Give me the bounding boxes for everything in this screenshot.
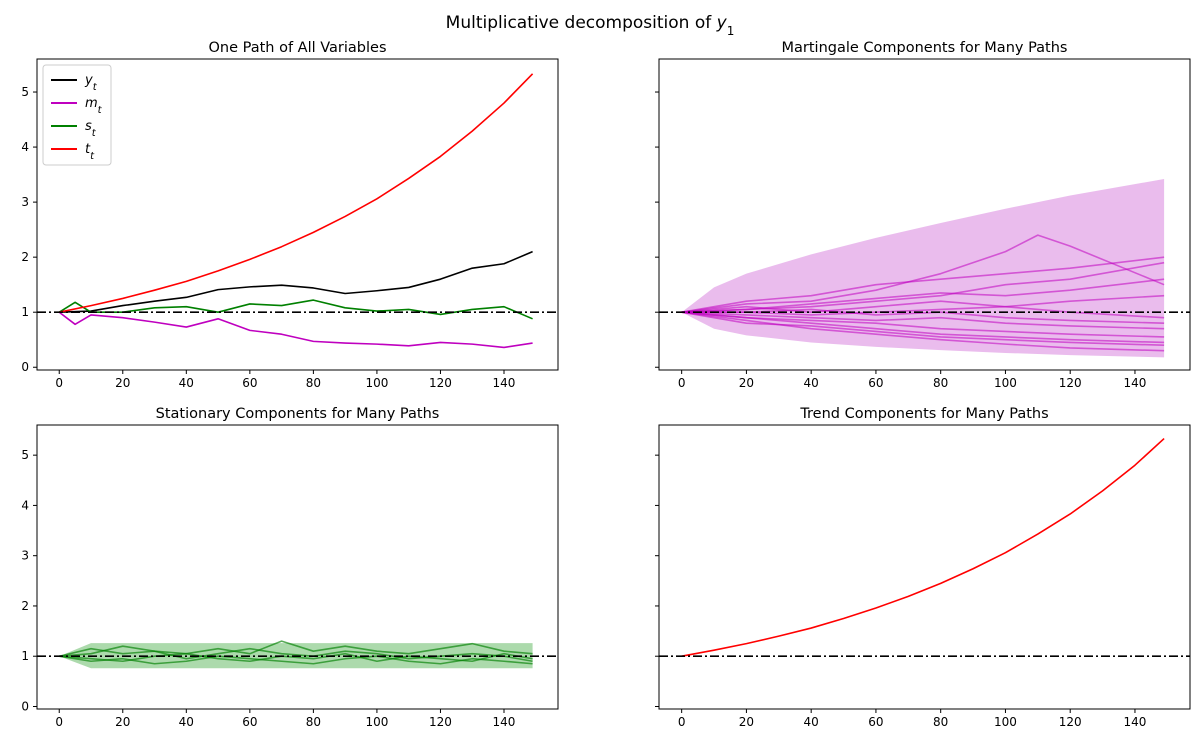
x-tick-label: 0 [55, 376, 63, 390]
x-tick-label: 40 [804, 376, 819, 390]
x-tick-label: 100 [994, 715, 1017, 729]
suptitle-var: y [716, 13, 728, 33]
plot-area [37, 640, 558, 669]
series-line-path-8 [681, 300, 1165, 319]
y-tick-label: 2 [21, 599, 29, 613]
x-tick-label: 20 [739, 715, 754, 729]
series-line-trend [681, 437, 1165, 658]
x-tick-label: 20 [115, 376, 130, 390]
x-tick-label: 100 [994, 376, 1017, 390]
y-tick-label: 0 [21, 360, 29, 374]
series-line-path-4 [59, 655, 533, 665]
x-tick-label: 120 [429, 376, 452, 390]
x-tick-label: 80 [306, 376, 321, 390]
plot-area [659, 437, 1190, 658]
plot-area [37, 73, 558, 349]
x-tick-label: 80 [933, 715, 948, 729]
series-line-y_t [59, 250, 533, 313]
y-tick-label: 0 [21, 699, 29, 713]
y-tick-label: 1 [21, 305, 29, 319]
x-tick-label: 120 [1059, 715, 1082, 729]
series-line-m_t [58, 311, 533, 349]
suptitle-sub: 1 [727, 24, 735, 38]
series-line-path-2 [681, 234, 1165, 313]
x-tick-label: 40 [179, 376, 194, 390]
y-tick-label: 4 [21, 140, 29, 154]
suptitle-prefix: Multiplicative decomposition of [446, 13, 717, 33]
panel-title: Martingale Components for Many Paths [782, 40, 1068, 56]
series-line-s_t [58, 299, 533, 320]
x-tick-label: 60 [242, 376, 257, 390]
y-tick-label: 3 [21, 195, 29, 209]
x-tick-label: 140 [493, 376, 516, 390]
x-tick-label: 140 [493, 715, 516, 729]
x-tick-label: 80 [306, 715, 321, 729]
plot-area [659, 179, 1190, 358]
y-tick-label: 5 [21, 448, 29, 462]
x-tick-label: 0 [678, 715, 686, 729]
series-line-path-1 [59, 647, 533, 663]
series-line-path-5 [681, 311, 1165, 352]
panel-trend: 0 20 40 60 80 100 120 140 Trend Components for M… [655, 406, 1191, 729]
axes-frame [658, 424, 1191, 710]
x-tick-label: 60 [242, 715, 257, 729]
suptitle: Multiplicative decomposition of y1 [446, 13, 735, 38]
y-tick-label: 3 [21, 549, 29, 563]
x-tick-label: 100 [365, 715, 388, 729]
x-tick-label: 140 [1124, 715, 1147, 729]
panel-martingale: 0 20 40 60 80 100 120 140 Martingale Components … [655, 40, 1191, 390]
x-tick-label: 100 [365, 376, 388, 390]
x-tick-label: 80 [933, 376, 948, 390]
x-tick-label: 60 [868, 715, 883, 729]
axes-frame [36, 58, 559, 371]
legend-label-t: tt [85, 142, 95, 162]
legend-label-s: st [85, 119, 97, 139]
series-line-path-7 [681, 311, 1165, 330]
y-tick-label: 2 [21, 250, 29, 264]
x-tick-label: 20 [115, 715, 130, 729]
legend-label-m: mt [85, 96, 103, 116]
panel-title: Stationary Components for Many Paths [156, 406, 440, 422]
panel-title: Trend Components for Many Paths [799, 406, 1048, 422]
confidence-band [681, 179, 1165, 358]
y-tick-label: 5 [21, 85, 29, 99]
x-tick-label: 120 [429, 715, 452, 729]
series-line-path-10 [681, 278, 1165, 313]
panel-one-path: 0 20 40 60 80 100 120 140 0 1 2 3 4 5 One Path of All … [21, 40, 559, 390]
legend-box [42, 64, 112, 166]
series-line-path-11 [681, 311, 1165, 338]
series-line-path-9 [681, 311, 1165, 347]
panel-stationary: 0 20 40 60 80 100 120 140 0 1 2 3 4 5 Stationary Compo… [21, 406, 559, 729]
y-tick-label: 4 [21, 498, 29, 512]
series-line-t_t [59, 73, 534, 313]
series-line-path-6 [681, 256, 1165, 313]
series-line-path-3 [59, 640, 533, 658]
x-tick-label: 40 [179, 715, 194, 729]
legend-label-y: yt [84, 73, 98, 93]
panel-title: One Path of All Variables [208, 40, 386, 56]
legend: yt mt st tt [42, 64, 112, 166]
x-tick-label: 20 [739, 376, 754, 390]
series-line-path-2 [59, 652, 533, 663]
x-tick-label: 120 [1059, 376, 1082, 390]
x-tick-label: 140 [1124, 376, 1147, 390]
x-tick-label: 60 [868, 376, 883, 390]
axes-frame [658, 58, 1191, 371]
axes-frame [36, 424, 559, 710]
x-tick-label: 40 [804, 715, 819, 729]
y-tick-label: 1 [21, 649, 29, 663]
x-tick-label: 0 [678, 376, 686, 390]
x-tick-label: 0 [55, 715, 63, 729]
